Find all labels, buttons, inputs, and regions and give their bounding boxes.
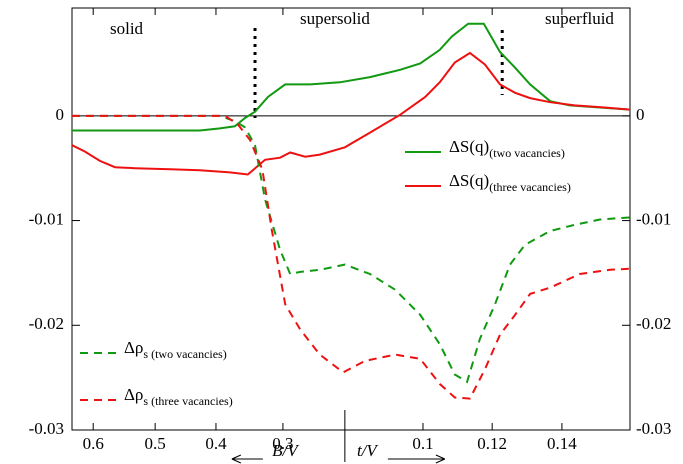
y2-tick-label: -0.03 — [636, 419, 671, 438]
x-tick-label: 0.4 — [205, 434, 227, 453]
y-tick-label: -0.03 — [29, 419, 64, 438]
arrow-right — [387, 454, 446, 464]
legend-name: ΔS(q) — [449, 137, 489, 156]
x-tick-label: 0.14 — [547, 434, 577, 453]
y-tick-label: -0.01 — [29, 209, 64, 228]
legend-label: ΔS(q)(two vacancies) — [449, 137, 565, 160]
legend-sub: (three vacancies) — [489, 180, 571, 194]
x-tick-label: 0.12 — [477, 434, 507, 453]
plot-frame — [71, 7, 631, 431]
y2-tick-label: 0 — [636, 105, 645, 124]
series-line — [72, 114, 631, 400]
legend-label: ΔS(q)(three vacancies) — [449, 171, 571, 194]
y-tick-label: -0.02 — [29, 314, 64, 333]
x-tick-label: 0.3 — [272, 434, 293, 453]
x-label-right: t/V — [357, 441, 379, 460]
legend-name: ΔS(q) — [449, 171, 489, 190]
x-tick-label: 0.1 — [412, 434, 433, 453]
y2-tick-label: -0.02 — [636, 314, 671, 333]
series-line — [71, 51, 631, 176]
legend-sub: s (three vacancies) — [143, 394, 232, 408]
legend-label: Δρs (three vacancies) — [124, 385, 233, 408]
region-label: superfluid — [545, 9, 614, 28]
y2-tick-label: -0.01 — [636, 209, 671, 228]
arrow-left — [231, 454, 263, 464]
region-label: solid — [110, 19, 144, 38]
x-label-left: B/V — [272, 441, 300, 460]
legend-sub: s (two vacancies) — [143, 347, 226, 361]
legend-sub: (two vacancies) — [489, 146, 565, 160]
region-label: supersolid — [300, 9, 370, 28]
legend-name: Δρ — [124, 385, 143, 404]
x-tick-label: 0.5 — [145, 434, 166, 453]
series-line — [72, 114, 631, 384]
series-line — [72, 22, 631, 132]
legend-label: Δρs (two vacancies) — [124, 338, 227, 361]
x-tick-label: 0.6 — [83, 434, 104, 453]
legend-name: Δρ — [124, 338, 143, 357]
y-tick-label: 0 — [56, 105, 65, 124]
